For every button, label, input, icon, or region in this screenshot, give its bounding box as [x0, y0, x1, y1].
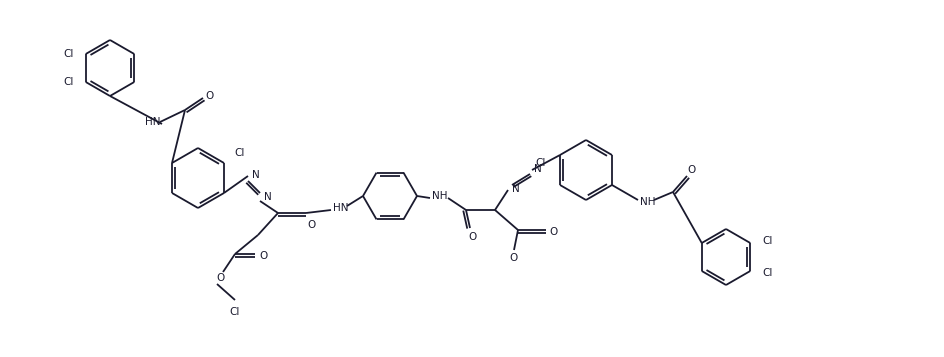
Text: Cl: Cl: [229, 307, 240, 317]
Text: N: N: [264, 192, 272, 202]
Text: O: O: [468, 232, 476, 242]
Text: O: O: [549, 227, 558, 237]
Text: HN: HN: [144, 117, 160, 127]
Text: O: O: [307, 220, 315, 230]
Text: O: O: [687, 165, 695, 175]
Text: N: N: [512, 184, 520, 194]
Text: O: O: [510, 253, 518, 263]
Text: O: O: [216, 273, 224, 283]
Text: NH: NH: [640, 197, 655, 207]
Text: Cl: Cl: [63, 77, 74, 87]
Text: HN: HN: [333, 203, 348, 213]
Text: O: O: [205, 91, 213, 101]
Text: NH: NH: [432, 191, 447, 201]
Text: O: O: [259, 251, 267, 261]
Text: Cl: Cl: [762, 236, 772, 246]
Text: Cl: Cl: [235, 148, 245, 158]
Text: Cl: Cl: [535, 158, 546, 168]
Text: Cl: Cl: [63, 49, 74, 59]
Text: N: N: [534, 164, 542, 174]
Text: N: N: [252, 170, 260, 180]
Text: Cl: Cl: [762, 268, 772, 278]
